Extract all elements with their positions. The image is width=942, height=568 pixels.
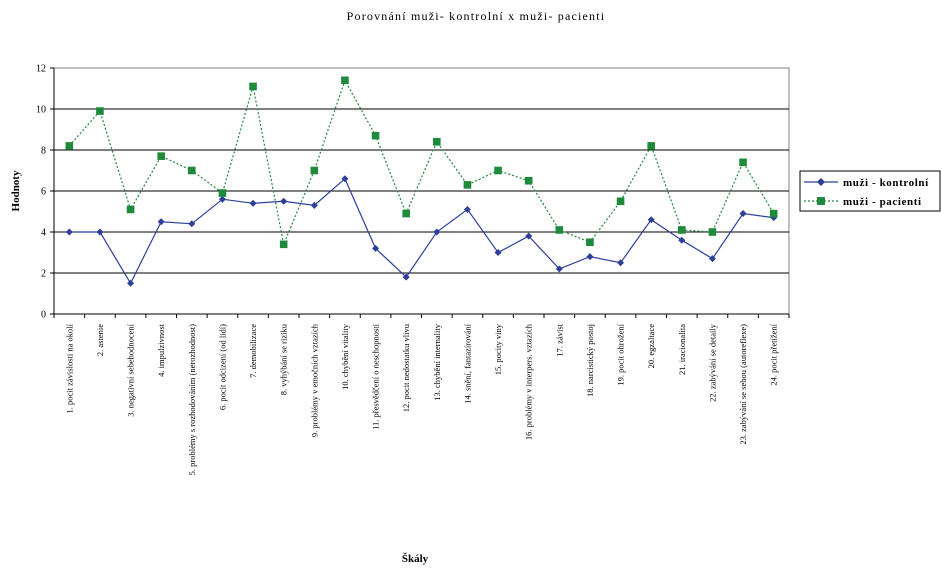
x-axis-ticks xyxy=(53,314,790,318)
gridlines xyxy=(54,108,789,274)
data-point xyxy=(188,220,196,228)
x-category-label: 4. impulzivnost xyxy=(156,323,166,377)
data-point xyxy=(647,216,655,224)
y-tick-label: 0 xyxy=(41,310,46,321)
x-category-label: 7. demobilizace xyxy=(248,324,258,378)
data-point xyxy=(433,228,441,236)
data-point xyxy=(617,259,625,267)
data-point xyxy=(249,199,257,207)
legend-label-pacienti: muži - pacienti xyxy=(843,196,922,208)
data-point xyxy=(402,209,410,218)
data-point xyxy=(463,205,471,213)
x-category-label: 19. pocit ohrožení xyxy=(616,323,626,385)
x-category-label: 15. pocity viny xyxy=(493,323,503,375)
data-point xyxy=(310,166,319,175)
data-point xyxy=(65,142,74,150)
data-point xyxy=(402,273,410,281)
x-category-label: 14. snění, fantazírování xyxy=(462,323,472,403)
y-tick-label: 12 xyxy=(36,64,46,75)
x-category-label: 17. závist xyxy=(554,323,564,356)
data-point xyxy=(555,265,563,273)
data-point xyxy=(310,201,318,209)
data-point xyxy=(494,166,502,175)
x-category-label: 12. pocit nedostatku vlivu xyxy=(401,323,411,412)
data-point xyxy=(96,228,104,236)
x-category-label: 1. pocit závislosti na okolí xyxy=(64,323,74,413)
data-point xyxy=(678,236,686,244)
x-axis-title: Škály xyxy=(402,552,429,565)
x-category-label: 10. chybění vitality xyxy=(340,323,350,390)
y-tick-label: 6 xyxy=(41,187,46,198)
y-axis-title: Hodnoty xyxy=(10,170,22,211)
category-labels: 1. pocit závislosti na okolí 2. astenie 3.… xyxy=(64,323,778,475)
data-point xyxy=(494,249,502,256)
data-point xyxy=(127,279,135,287)
data-point xyxy=(647,142,655,150)
data-point xyxy=(708,255,716,263)
y-tick-label: 2 xyxy=(41,269,46,280)
x-category-label: 23. zabývání se sebou (autoreflexe) xyxy=(738,324,748,445)
legend-label-kontrolni: muži - kontrolní xyxy=(843,177,929,189)
data-point xyxy=(65,228,73,236)
data-point xyxy=(279,240,288,249)
x-category-label: 2. astenie xyxy=(95,324,105,356)
data-point xyxy=(739,210,747,218)
data-point xyxy=(157,152,165,160)
series-group xyxy=(65,76,778,287)
data-point xyxy=(280,197,288,205)
x-category-label: 5. problémy s rozhodováním (nerozhodnost… xyxy=(187,324,197,475)
data-point xyxy=(555,226,564,234)
series-line-0 xyxy=(69,177,774,285)
x-category-label: 20. egzaltace xyxy=(646,324,656,369)
data-point xyxy=(525,232,533,240)
data-point xyxy=(586,238,594,247)
data-point xyxy=(218,195,226,203)
data-point xyxy=(341,175,349,183)
x-category-label: 16. problémy v interpers. vztazích xyxy=(524,323,534,440)
data-point xyxy=(769,209,778,218)
legend-marker-kontrolni xyxy=(817,178,825,186)
data-point xyxy=(341,76,349,85)
data-point xyxy=(372,244,380,252)
data-point xyxy=(678,226,686,234)
x-category-label: 3. negativní sebehodnocení xyxy=(126,323,136,416)
y-tick-label: 8 xyxy=(41,146,46,157)
data-point xyxy=(96,107,104,115)
data-point xyxy=(126,205,135,214)
data-point xyxy=(433,138,441,146)
data-point xyxy=(249,82,257,91)
data-point xyxy=(616,197,625,206)
chart-title: Porovnání muži- kontrolní x muži- pacien… xyxy=(347,9,606,23)
data-point xyxy=(708,228,717,236)
x-category-label: 6. pocit odcizení (od lidí) xyxy=(217,324,227,410)
data-point xyxy=(739,158,747,167)
x-category-label: 11. přesvědčení o neschopnosti xyxy=(371,323,381,430)
data-point xyxy=(157,218,165,226)
y-tick-label: 4 xyxy=(41,228,46,239)
x-category-label: 24. pocit přetížení xyxy=(769,323,779,385)
x-category-label: 9. problémy v emočních vztazích xyxy=(309,323,319,437)
data-point xyxy=(524,176,533,185)
data-point xyxy=(218,189,227,197)
y-tick-label: 10 xyxy=(36,105,46,116)
x-category-label: 22. zabývání se detaily xyxy=(707,323,717,402)
x-category-label: 18. narcistický postoj xyxy=(585,324,595,397)
data-point xyxy=(371,131,380,140)
data-point xyxy=(586,253,594,261)
legend-marker-pacienti xyxy=(817,197,825,205)
series-line-1 xyxy=(68,78,775,247)
data-point xyxy=(463,181,472,189)
legend: muži - kontrolní muži - pacienti xyxy=(799,170,941,212)
x-category-label: 8. vyhýbání se riziku xyxy=(279,323,289,395)
y-axis-ticks: 0 2 4 6 8 10 12 xyxy=(36,64,54,321)
data-point xyxy=(188,166,196,175)
x-category-label: 13. chybění internality xyxy=(432,323,442,400)
x-category-label: 21. iracionalita xyxy=(677,324,687,375)
